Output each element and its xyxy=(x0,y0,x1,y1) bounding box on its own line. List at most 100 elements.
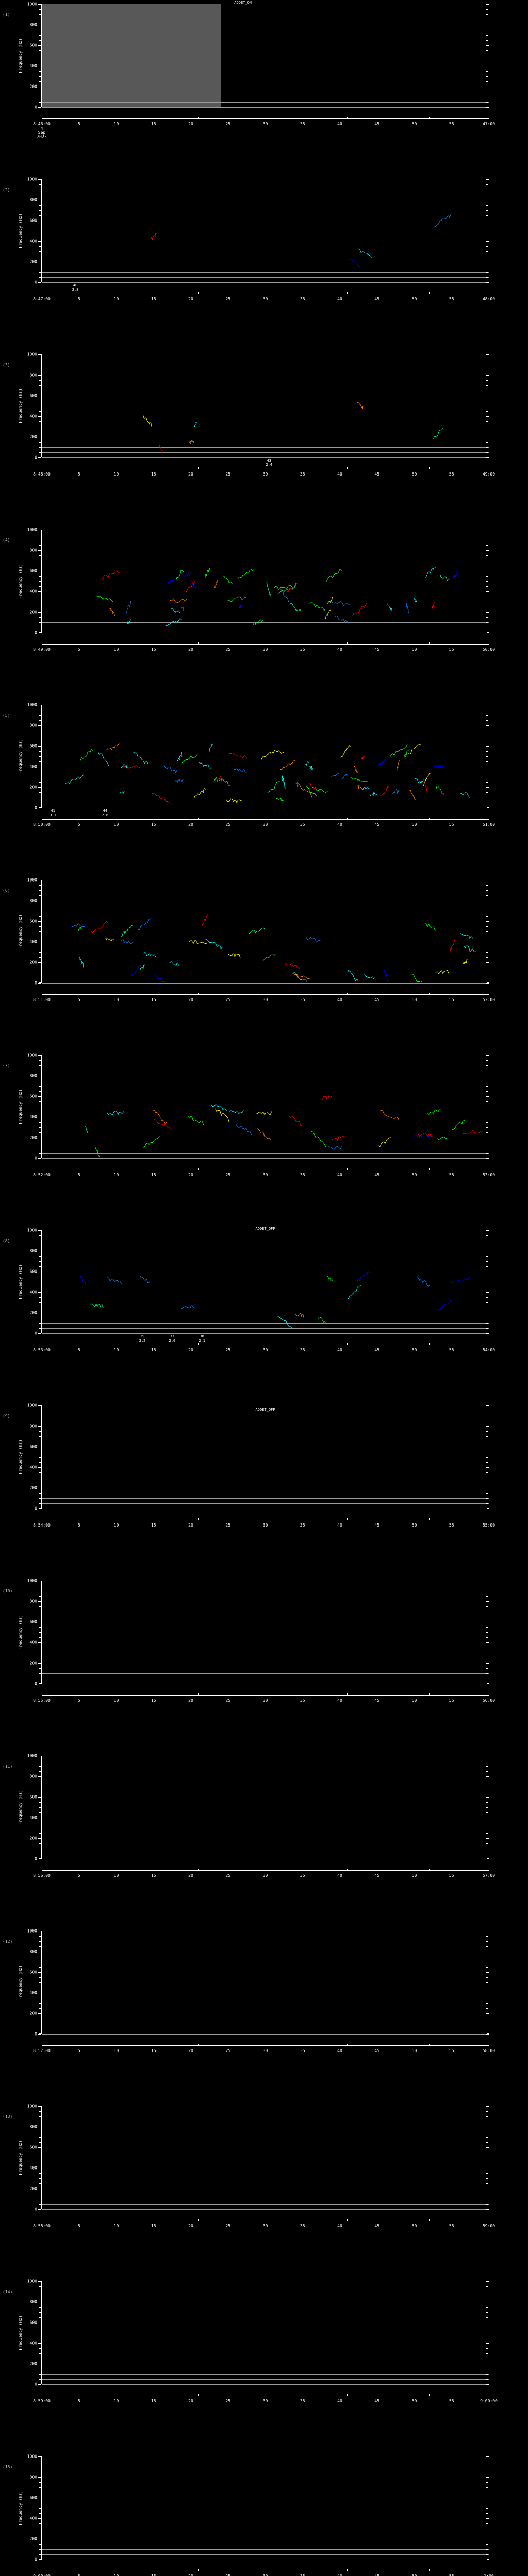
detection-track-segment xyxy=(111,1111,114,1115)
x-axis-end-label: 53:00 xyxy=(482,1173,496,1177)
axis-cap xyxy=(39,1683,42,1684)
x-tick-minor xyxy=(198,2394,199,2396)
y-tick-minor xyxy=(39,2312,41,2313)
detection-track-segment xyxy=(154,954,156,957)
plot-area[interactable] xyxy=(42,705,489,808)
y-tick-minor-right xyxy=(486,2482,488,2483)
x-tick-minor xyxy=(198,117,199,118)
x-axis-tick-label: 25 xyxy=(225,472,231,477)
x-tick-minor xyxy=(49,818,50,819)
x-tick-minor xyxy=(429,2219,430,2221)
detection-track-segment xyxy=(144,964,146,967)
y-tick-minor-right xyxy=(486,1462,488,1463)
detection-track-segment xyxy=(148,1281,150,1283)
x-axis-tick-label: 40 xyxy=(337,822,342,827)
y-tick-minor xyxy=(39,2513,41,2514)
y-tick-major-right xyxy=(486,4,489,5)
plot-area[interactable] xyxy=(42,354,489,458)
y-tick-minor xyxy=(39,1498,41,1499)
detection-track-segment xyxy=(270,751,272,754)
y-axis-tick-label: 400 xyxy=(29,1640,37,1645)
x-axis-tick-label: 50 xyxy=(411,1698,417,1703)
y-tick-minor xyxy=(39,1812,41,1813)
annotation-line: 2.4 xyxy=(266,463,273,467)
y-tick-major-right xyxy=(486,1601,489,1602)
y-tick-major-right xyxy=(486,1797,489,1798)
y-tick-minor xyxy=(39,205,41,206)
plot-area[interactable] xyxy=(42,2281,489,2385)
x-axis-tick-label: 5 xyxy=(77,1173,80,1177)
plot-area[interactable] xyxy=(42,1055,489,1159)
detection-track-segment xyxy=(427,1136,429,1137)
y-tick-major-right xyxy=(486,746,489,747)
detection-track-segment xyxy=(355,612,358,614)
plot-area[interactable] xyxy=(42,1931,489,2035)
grid-line xyxy=(42,102,489,103)
detection-track-segment xyxy=(287,588,290,593)
y-tick-minor-right xyxy=(486,2286,488,2287)
x-axis-tick-label: 45 xyxy=(374,2048,380,2053)
y-axis-tick-label: 400 xyxy=(29,2165,37,2171)
x-axis-tick-label: 55 xyxy=(449,997,454,1002)
detection-track-segment xyxy=(391,611,393,612)
x-axis-tick-label: 40 xyxy=(337,1173,342,1177)
y-tick-minor xyxy=(39,251,41,252)
plot-area[interactable] xyxy=(42,880,489,984)
x-axis-tick-label: 30 xyxy=(262,1698,268,1703)
detection-annotation: 41 3.1 xyxy=(50,809,56,817)
detection-track-segment xyxy=(288,601,290,602)
detection-track-segment xyxy=(269,1111,272,1115)
spectrogram-panel: 0 200 400 600 800 1000 Frequency (Hz) (9) 8:54:0… xyxy=(0,1403,528,1581)
plot-area[interactable] xyxy=(42,1581,489,1684)
y-axis-title: Frequency (Hz) xyxy=(18,1089,23,1124)
x-axis-tick-label: 5 xyxy=(77,122,80,126)
detection-track-segment xyxy=(239,954,241,958)
annotation-line: 2.8 xyxy=(72,287,79,292)
detection-track-segment xyxy=(359,1276,361,1281)
y-tick-minor xyxy=(39,2348,41,2349)
y-tick-minor xyxy=(39,1431,41,1432)
y-axis-tick-label: 0 xyxy=(35,980,37,986)
x-axis-start-label: 8:50:00 xyxy=(33,822,51,827)
x-tick-minor xyxy=(429,1518,430,1520)
annotation-line: 43 xyxy=(267,459,271,463)
y-axis-title: Frequency (Hz) xyxy=(18,739,23,774)
annotation-line: 3.1 xyxy=(50,813,56,817)
x-axis-end-label: 52:00 xyxy=(482,997,496,1002)
x-axis-tick-label: 55 xyxy=(449,1173,454,1177)
plot-area[interactable] xyxy=(42,1756,489,1859)
y-tick-major xyxy=(38,2106,41,2107)
grid-line xyxy=(42,2554,489,2555)
y-tick-major-right xyxy=(486,1838,489,1839)
plot-area[interactable] xyxy=(42,2106,489,2210)
detection-track-segment xyxy=(248,569,251,573)
y-tick-minor xyxy=(39,2008,41,2009)
x-tick-minor xyxy=(347,1869,348,1870)
x-axis-tick-label: 50 xyxy=(411,472,417,477)
x-tick-minor xyxy=(429,2394,430,2396)
y-tick-major xyxy=(38,2456,41,2457)
x-tick-minor xyxy=(347,2044,348,2045)
detection-track-segment xyxy=(217,944,219,947)
plot-area[interactable] xyxy=(42,2456,489,2560)
x-axis-tick-label: 20 xyxy=(188,1173,193,1177)
x-tick-minor xyxy=(198,1343,199,1345)
y-tick-major-right xyxy=(486,1467,489,1468)
x-tick-minor xyxy=(429,1869,430,1870)
y-tick-minor xyxy=(39,555,41,556)
plot-area[interactable] xyxy=(42,4,489,108)
x-axis-tick-label: 45 xyxy=(374,2574,380,2576)
x-axis-tick-label: 10 xyxy=(113,822,119,827)
plot-area[interactable] xyxy=(42,1405,489,1509)
x-axis-tick-label: 40 xyxy=(337,122,342,126)
x-axis-tick-label: 50 xyxy=(411,1348,417,1352)
plot-area[interactable] xyxy=(42,530,489,633)
y-tick-minor-right xyxy=(486,2487,488,2488)
axis-cap xyxy=(39,807,42,808)
plot-area[interactable] xyxy=(42,179,489,283)
x-axis-tick-label: 35 xyxy=(300,997,305,1002)
x-axis-tick-label: 45 xyxy=(374,2224,380,2228)
detection-track-segment xyxy=(388,786,389,788)
x-axis-tick-label: 10 xyxy=(113,297,119,301)
